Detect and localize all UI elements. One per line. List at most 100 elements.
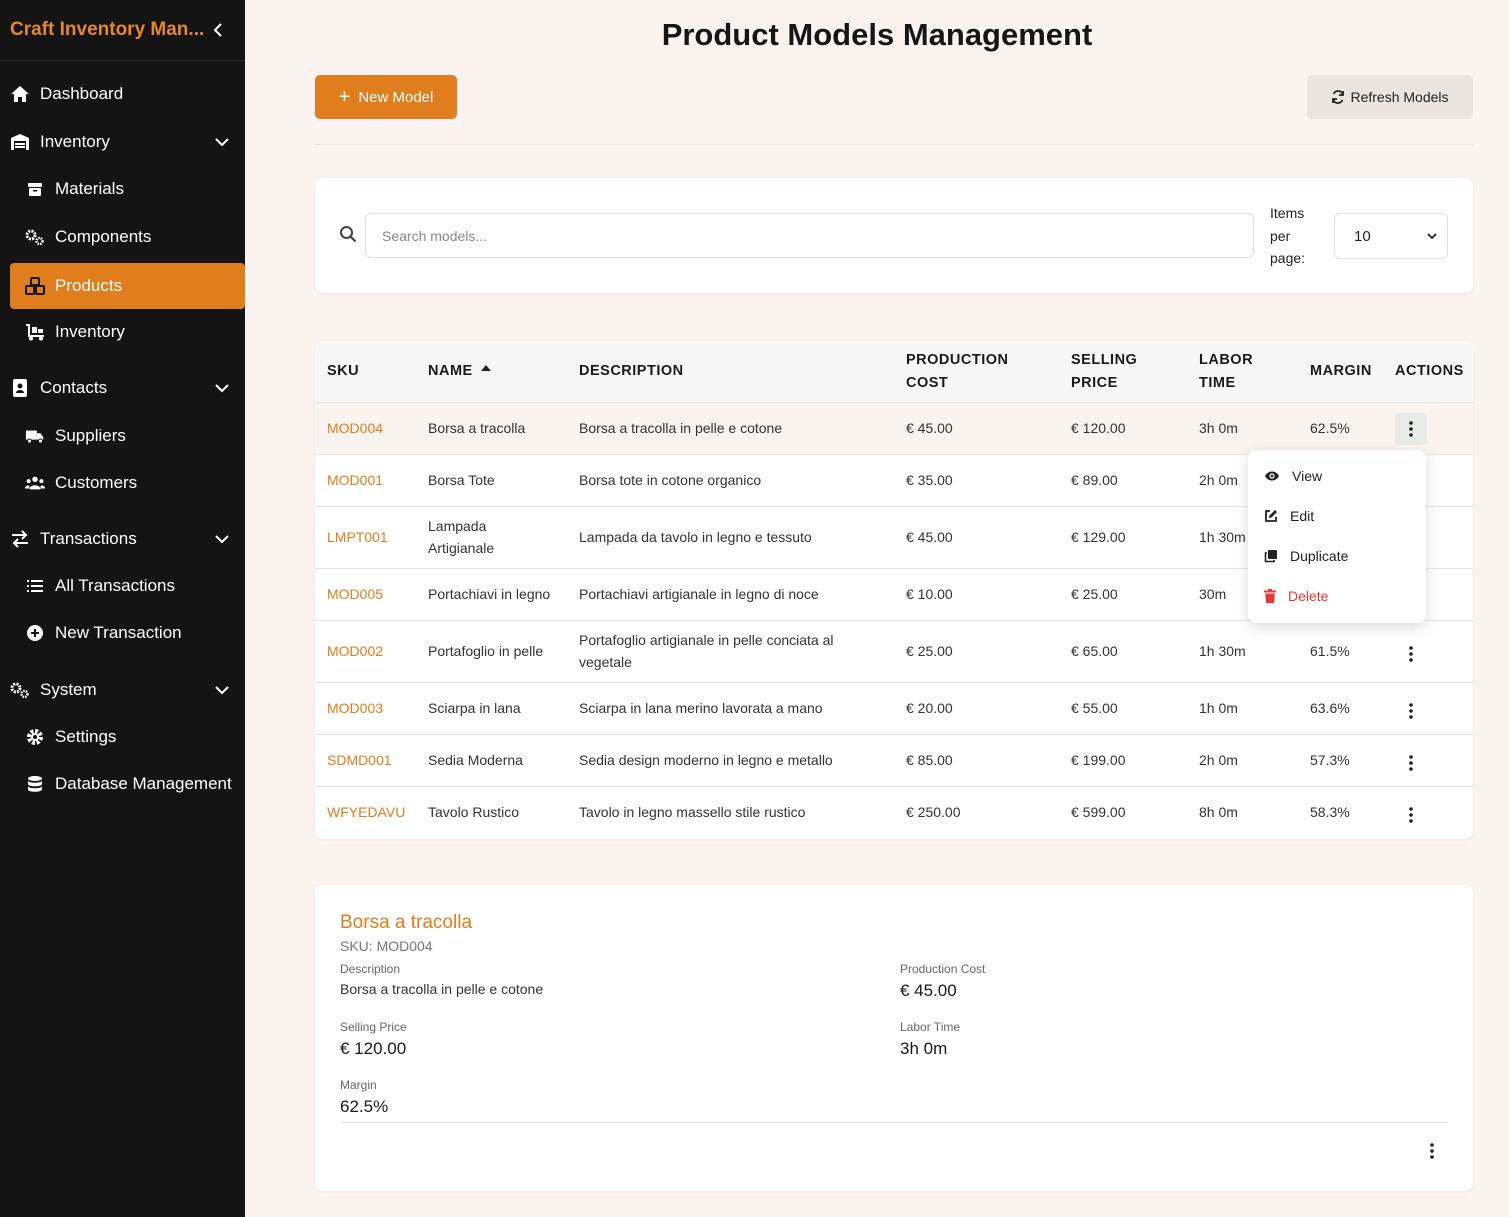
row-description: Borsa tote in cotone organico (579, 472, 762, 488)
table-row[interactable]: SDMD001 Sedia Moderna Sedia design moder… (315, 735, 1473, 787)
row-margin: 57.3% (1310, 752, 1350, 768)
table-row[interactable]: MOD004 Borsa a tracolla Borsa a tracolla… (315, 403, 1473, 455)
column-header-description[interactable]: DESCRIPTION (579, 363, 684, 379)
menu-item-duplicate[interactable]: Duplicate (1248, 536, 1426, 576)
table-row[interactable]: MOD002 Portafoglio in pelle Portafoglio … (315, 621, 1473, 683)
column-header-name-label: NAME (428, 363, 473, 379)
column-header-sku[interactable]: SKU (327, 363, 360, 379)
trash-icon (1264, 589, 1276, 603)
row-sku[interactable]: SDMD001 (327, 752, 392, 768)
warehouse-icon (10, 132, 30, 152)
collapse-sidebar-icon[interactable] (211, 18, 225, 42)
row-production-cost: € 45.00 (906, 420, 953, 436)
sidebar-item-database-management[interactable]: Database Management (0, 761, 245, 807)
sidebar-item-label: Database Management (55, 774, 232, 793)
table-row[interactable]: MOD003 Sciarpa in lana Sciarpa in lana m… (315, 683, 1473, 735)
row-description: Tavolo in legno massello stile rustico (579, 804, 806, 820)
row-sku[interactable]: MOD004 (327, 420, 384, 436)
detail-actions-button[interactable] (1416, 1135, 1448, 1167)
detail-sku: SKU: MOD004 (340, 938, 433, 954)
users-icon (25, 473, 45, 493)
plus-icon: + (338, 86, 351, 108)
row-description: Lampada da tavolo in legno e tessuto (579, 529, 812, 545)
row-selling-price: € 89.00 (1071, 472, 1118, 488)
sidebar-item-settings[interactable]: Settings (0, 714, 245, 760)
table-row[interactable]: MOD001 Borsa Tote Borsa tote in cotone o… (315, 455, 1473, 507)
column-header-actions: ACTIONS (1395, 363, 1464, 379)
chevron-down-icon (215, 384, 229, 393)
detail-production-cost-label: Production Cost (900, 962, 986, 976)
sidebar-item-all-transactions[interactable]: All Transactions (0, 563, 245, 609)
row-actions-button[interactable] (1395, 695, 1427, 727)
model-detail-card: Borsa a tracolla SKU: MOD004 Description… (315, 885, 1473, 1191)
chevron-down-icon (215, 535, 229, 544)
row-name: Portachiavi in legno (428, 586, 551, 602)
sidebar-item-inventory-group[interactable]: Inventory (0, 119, 245, 165)
menu-item-view[interactable]: View (1248, 456, 1426, 496)
search-card: Items per page: 10 (315, 178, 1473, 293)
menu-item-edit[interactable]: Edit (1248, 496, 1426, 536)
sort-ascending-icon (480, 365, 491, 371)
items-per-page-select[interactable]: 10 (1334, 213, 1448, 259)
sidebar-item-label: Inventory (55, 322, 125, 341)
search-input[interactable] (365, 213, 1254, 258)
sidebar-item-suppliers[interactable]: Suppliers (0, 413, 245, 459)
sidebar-item-inventory[interactable]: Inventory (0, 309, 245, 355)
row-selling-price: € 199.00 (1071, 752, 1126, 768)
truck-icon (25, 426, 45, 446)
menu-item-delete[interactable]: Delete (1248, 576, 1426, 616)
row-labor-time: 1h 30m (1199, 643, 1246, 659)
table-row[interactable]: MOD005 Portachiavi in legno Portachiavi … (315, 569, 1473, 621)
sidebar-item-transactions-group[interactable]: Transactions (0, 516, 245, 562)
sidebar-item-materials[interactable]: Materials (0, 166, 245, 212)
gears-icon (25, 227, 45, 247)
table-row[interactable]: WFYEDAVU Tavolo Rustico Tavolo in legno … (315, 787, 1473, 839)
sidebar-item-dashboard[interactable]: Dashboard (0, 71, 245, 117)
brand: Craft Inventory Man... (0, 0, 245, 61)
column-header-selling-price[interactable]: SELLING PRICE (1071, 352, 1138, 391)
sidebar-item-label: Transactions (40, 529, 137, 548)
sidebar-item-label: Components (55, 227, 152, 246)
row-selling-price: € 120.00 (1071, 420, 1126, 436)
table-row[interactable]: LMPT001 Lampada Artigianale Lampada da t… (315, 507, 1473, 569)
row-production-cost: € 85.00 (906, 752, 953, 768)
detail-description-label: Description (340, 962, 401, 976)
column-header-production-cost[interactable]: PRODUCTION COST (906, 352, 1009, 391)
sidebar-item-new-transaction[interactable]: New Transaction (0, 610, 245, 656)
items-per-page-value: 10 (1354, 227, 1371, 245)
row-actions-button[interactable] (1395, 799, 1427, 831)
row-description: Sedia design moderno in legno e metallo (579, 752, 833, 768)
sidebar-item-components[interactable]: Components (0, 214, 245, 260)
sidebar-item-products[interactable]: Products (10, 263, 245, 309)
row-description: Portafoglio artigianale in pelle conciat… (579, 632, 834, 670)
search-icon (340, 226, 357, 243)
row-sku[interactable]: LMPT001 (327, 529, 388, 545)
sidebar-item-contacts-group[interactable]: Contacts (0, 365, 245, 411)
row-sku[interactable]: MOD002 (327, 643, 384, 659)
column-header-margin[interactable]: MARGIN (1310, 363, 1372, 379)
home-icon (10, 84, 30, 104)
sidebar-item-system-group[interactable]: System (0, 667, 245, 713)
row-labor-time: 3h 0m (1199, 420, 1238, 436)
refresh-models-button[interactable]: Refresh Models (1307, 75, 1473, 119)
row-sku[interactable]: MOD001 (327, 472, 384, 488)
column-header-labor-time[interactable]: LABOR TIME (1199, 352, 1254, 391)
row-actions-button[interactable] (1395, 413, 1427, 445)
row-sku[interactable]: MOD003 (327, 700, 384, 716)
sidebar-item-customers[interactable]: Customers (0, 460, 245, 506)
row-actions-menu: View Edit Duplicate Delete (1248, 450, 1426, 623)
sidebar-item-label: All Transactions (55, 576, 175, 595)
row-actions-button[interactable] (1395, 638, 1427, 670)
row-production-cost: € 35.00 (906, 472, 953, 488)
column-header-name[interactable]: NAME (428, 360, 491, 383)
row-selling-price: € 25.00 (1071, 586, 1118, 602)
new-model-button[interactable]: + New Model (315, 75, 457, 119)
row-actions-button[interactable] (1395, 747, 1427, 779)
row-name: Sciarpa in lana (428, 700, 521, 716)
row-sku[interactable]: MOD005 (327, 586, 384, 602)
row-sku[interactable]: WFYEDAVU (327, 804, 406, 820)
copy-icon (1264, 550, 1277, 563)
row-description: Sciarpa in lana merino lavorata a mano (579, 700, 823, 716)
detail-labor-time-label: Labor Time (900, 1020, 961, 1034)
kebab-menu-icon (1409, 646, 1413, 662)
